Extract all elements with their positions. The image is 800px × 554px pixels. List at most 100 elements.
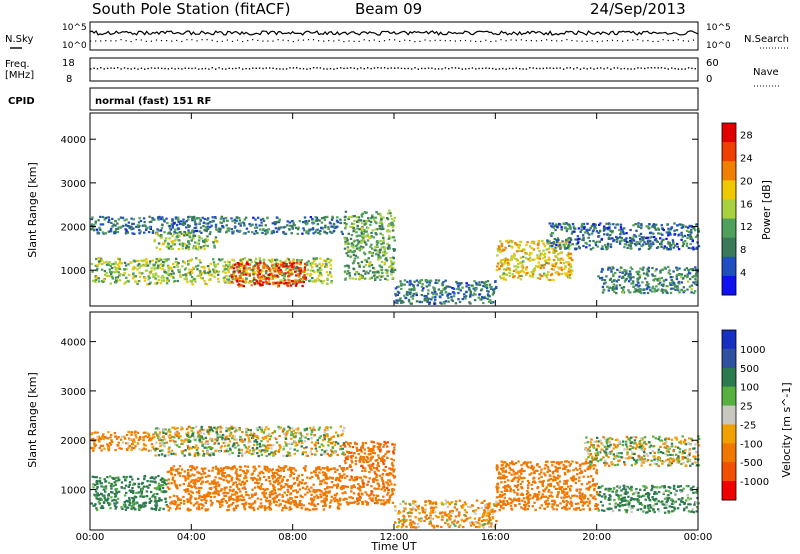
heatmap-cell xyxy=(154,431,157,434)
heatmap-cell xyxy=(214,266,217,269)
heatmap-cell xyxy=(162,435,165,438)
heatmap-cell xyxy=(654,277,657,281)
heatmap-cell xyxy=(604,281,607,284)
heatmap-cell xyxy=(178,239,181,242)
heatmap-cell xyxy=(563,272,566,275)
heatmap-cell xyxy=(142,442,146,446)
heatmap-cell xyxy=(125,218,128,221)
nsearch-dot xyxy=(378,40,380,43)
heatmap-cell xyxy=(155,501,158,505)
heatmap-cell xyxy=(690,228,693,231)
heatmap-cell xyxy=(623,280,627,283)
heatmap-cell xyxy=(482,285,485,288)
heatmap-cell xyxy=(190,239,193,242)
heatmap-cell xyxy=(386,278,389,281)
heatmap-cell xyxy=(231,465,235,469)
heatmap-cell xyxy=(525,266,528,269)
heatmap-cell xyxy=(285,443,288,446)
heatmap-cell xyxy=(344,225,348,228)
heatmap-cell xyxy=(93,476,96,479)
heatmap-cell xyxy=(445,285,448,288)
heatmap-cell xyxy=(236,262,240,265)
heatmap-cell xyxy=(160,490,163,493)
heatmap-cell xyxy=(667,232,670,235)
nsearch-dot xyxy=(383,40,386,42)
heatmap-cell xyxy=(487,293,490,296)
nsearch-dot xyxy=(596,40,598,43)
nsearch-dot xyxy=(470,40,472,42)
heatmap-cell xyxy=(661,268,664,271)
heatmap-cell xyxy=(277,483,280,486)
heatmap-cell xyxy=(389,270,393,273)
heatmap-cell xyxy=(386,230,389,233)
heatmap-cell xyxy=(136,224,140,227)
heatmap-cell xyxy=(346,239,349,242)
heatmap-cell xyxy=(692,248,695,251)
heatmap-cell xyxy=(695,247,698,250)
heatmap-cell xyxy=(441,284,444,287)
heatmap-cell xyxy=(299,439,302,443)
heatmap-cell xyxy=(672,270,675,273)
nsearch-dot xyxy=(242,40,244,43)
heatmap-cell xyxy=(189,480,192,483)
heatmap-cell xyxy=(695,223,699,226)
heatmap-cell xyxy=(249,258,252,261)
heatmap-cell xyxy=(349,237,353,240)
heatmap-cell xyxy=(99,215,102,218)
freq-dot xyxy=(660,67,663,69)
heatmap-cell xyxy=(265,264,269,267)
heatmap-cell xyxy=(684,225,688,228)
heatmap-cell xyxy=(197,503,200,506)
heatmap-cell xyxy=(133,447,136,450)
freq-dot xyxy=(664,67,666,69)
heatmap-cell xyxy=(272,501,276,504)
heatmap-cell xyxy=(92,447,96,450)
heatmap-cell xyxy=(165,479,168,482)
heatmap-cell xyxy=(279,279,282,282)
heatmap-cell xyxy=(636,273,640,276)
nsearch-dot xyxy=(500,39,502,41)
heatmap-cell xyxy=(519,278,523,281)
freq-dot xyxy=(424,67,426,70)
heatmap-cell xyxy=(327,227,330,230)
heatmap-cell xyxy=(256,437,260,440)
heatmap-cell xyxy=(447,296,450,299)
heatmap-cell xyxy=(191,271,194,274)
heatmap-cell xyxy=(145,260,148,263)
heatmap-cell xyxy=(550,267,554,271)
heatmap-cell xyxy=(295,282,298,285)
heatmap-cell xyxy=(303,428,306,431)
heatmap-cell xyxy=(216,436,219,439)
heatmap-cell xyxy=(569,271,572,274)
heatmap-cell xyxy=(236,269,239,272)
heatmap-cell xyxy=(367,227,370,230)
heatmap-cell xyxy=(434,291,437,294)
colorbar-tick-label: 20 xyxy=(740,176,753,187)
heatmap-cell xyxy=(222,217,225,220)
heatmap-cell xyxy=(187,448,191,451)
heatmap-cell xyxy=(582,222,586,226)
heatmap-cell xyxy=(107,230,110,233)
heatmap-cell xyxy=(556,237,560,240)
heatmap-cell xyxy=(176,444,179,447)
heatmap-cell xyxy=(96,436,99,439)
heatmap-cell xyxy=(180,242,183,245)
heatmap-cell xyxy=(158,499,161,502)
heatmap-cell xyxy=(499,240,502,243)
heatmap-cell xyxy=(536,277,539,280)
heatmap-cell xyxy=(298,275,301,279)
heatmap-cell xyxy=(688,224,691,227)
heatmap-cell xyxy=(625,232,628,235)
heatmap-cell xyxy=(621,291,624,294)
heatmap-cell xyxy=(323,218,327,221)
freq-dot xyxy=(633,68,636,70)
heatmap-cell xyxy=(205,272,208,275)
heatmap-cell xyxy=(212,261,216,264)
heatmap-cell xyxy=(215,270,219,273)
heatmap-cell xyxy=(292,435,296,438)
heatmap-cell xyxy=(311,226,315,230)
heatmap-cell xyxy=(294,270,297,273)
heatmap-cell xyxy=(109,270,112,273)
heatmap-cell xyxy=(261,505,264,508)
heatmap-cell xyxy=(172,440,176,443)
